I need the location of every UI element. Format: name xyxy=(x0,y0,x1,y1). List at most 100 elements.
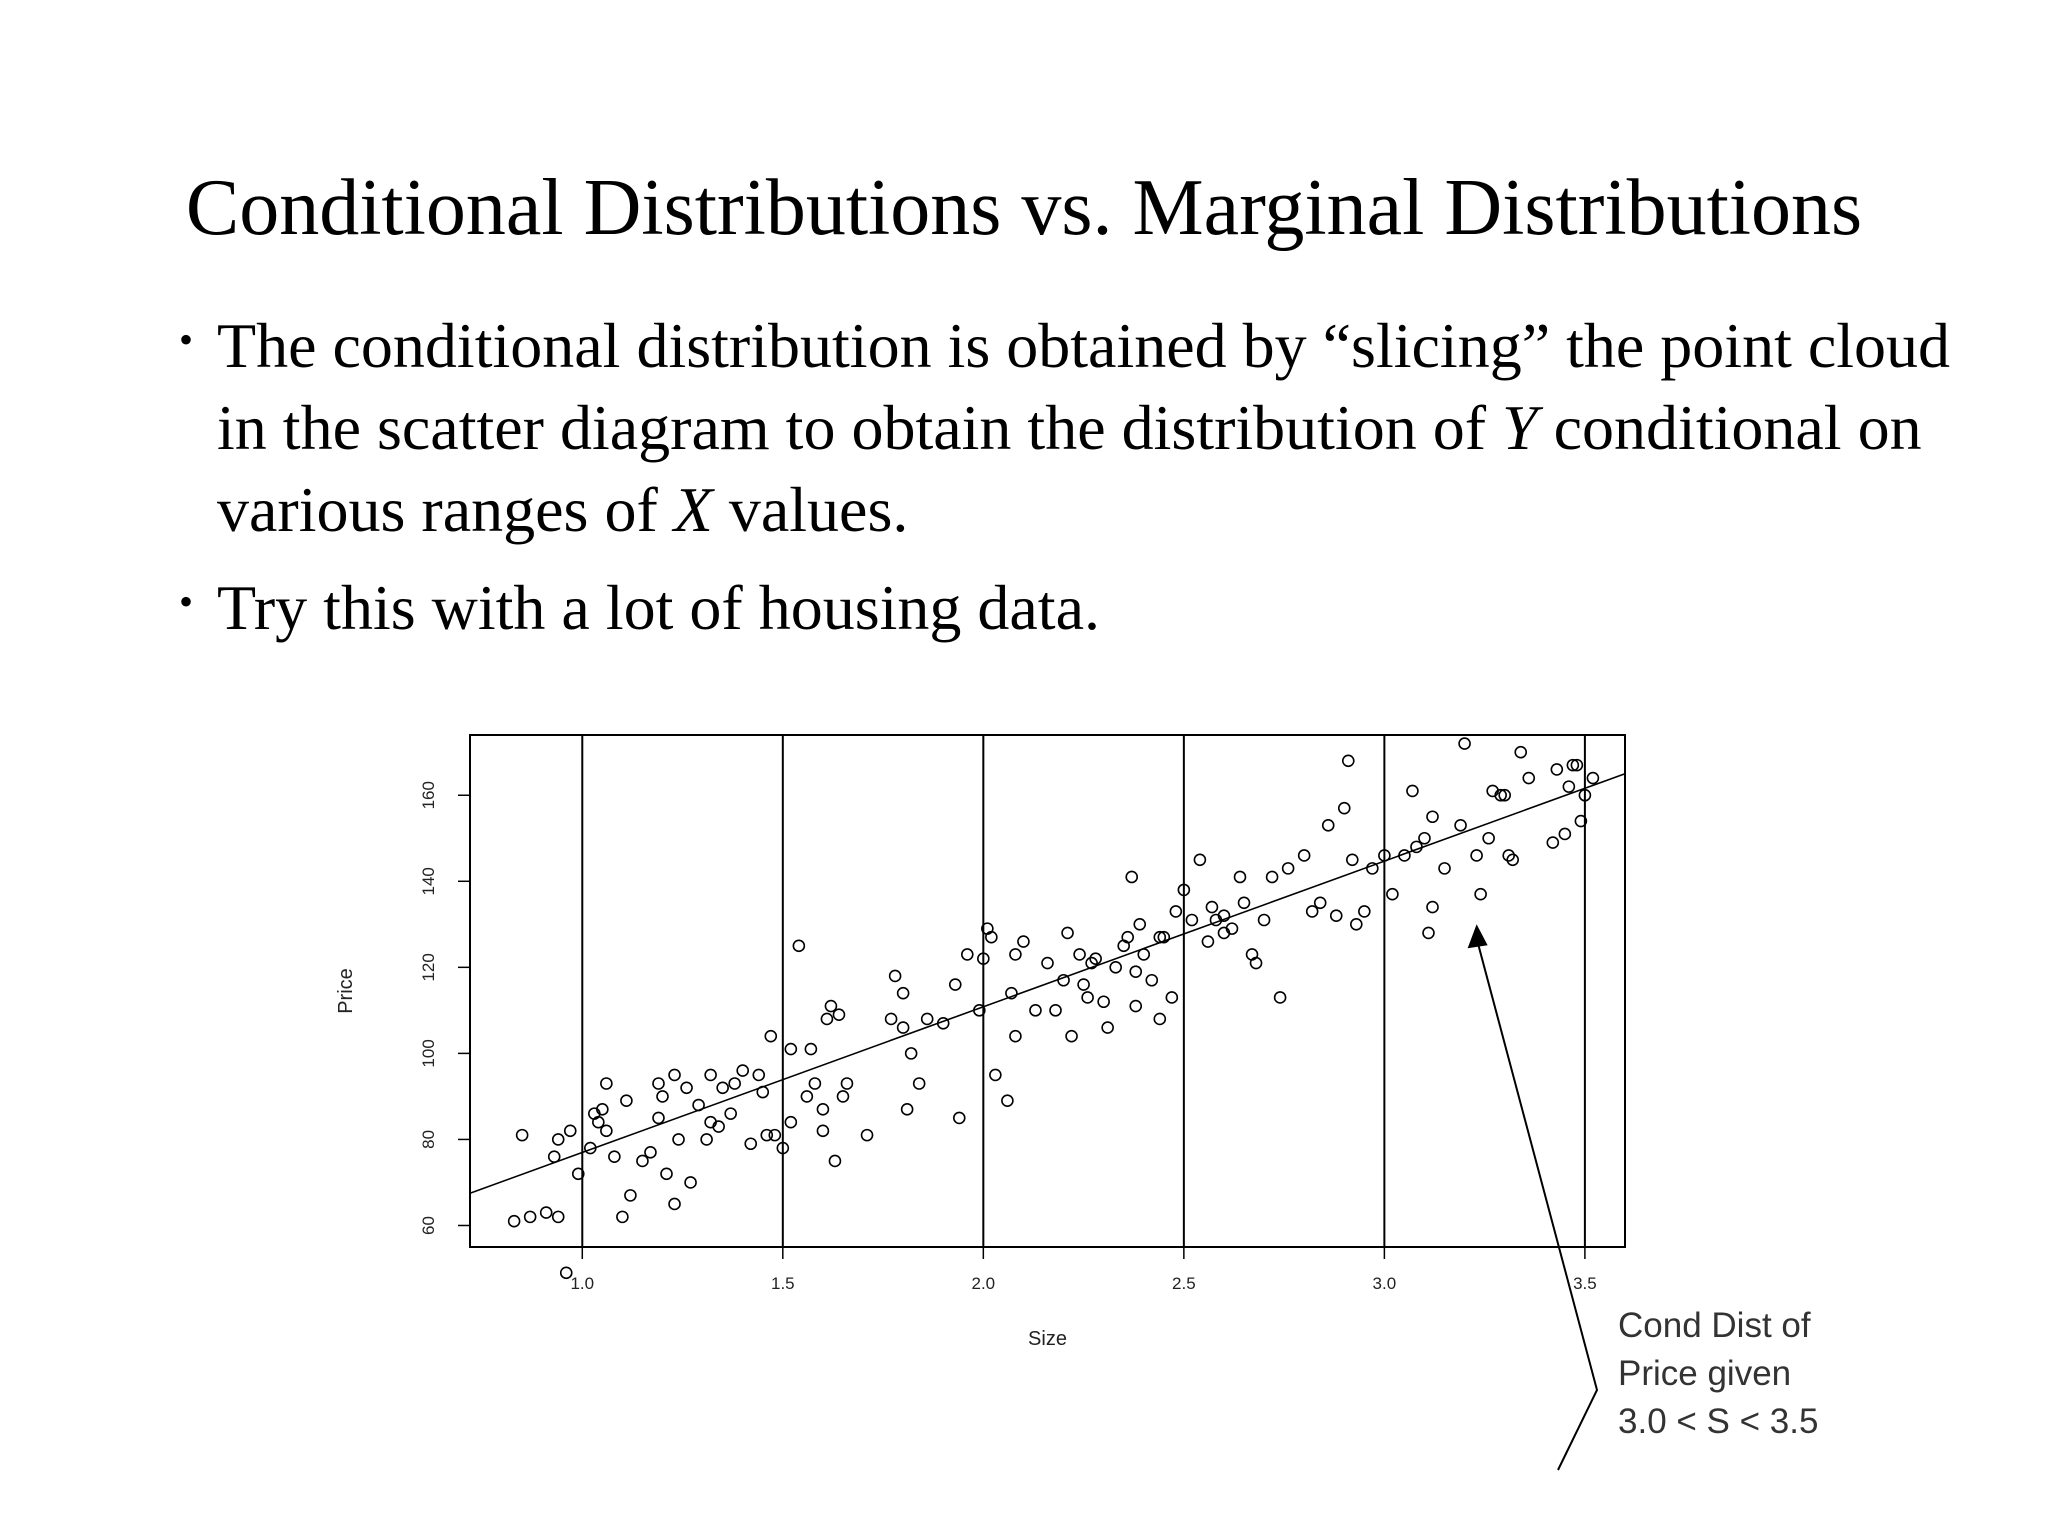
data-point xyxy=(1157,930,1171,944)
data-point xyxy=(784,1115,798,1129)
data-point xyxy=(1029,1004,1042,1017)
data-point xyxy=(896,986,910,1000)
data-point xyxy=(1454,819,1467,832)
data-point xyxy=(816,1103,830,1116)
data-point xyxy=(1201,935,1215,948)
slice-lines xyxy=(581,735,1586,1247)
data-point xyxy=(1121,930,1135,944)
data-point xyxy=(700,1133,713,1146)
regression-line xyxy=(469,772,1626,1194)
data-point xyxy=(1049,1004,1062,1017)
callout-line-3: 3.0 < S < 3.5 xyxy=(1618,1402,1819,1441)
data-point xyxy=(1498,788,1511,802)
data-point xyxy=(1249,956,1263,970)
x-tick-label: 1.5 xyxy=(771,1274,795,1293)
data-point xyxy=(860,1128,874,1142)
data-point xyxy=(1494,788,1507,802)
data-point xyxy=(1061,926,1074,940)
data-point xyxy=(523,1210,537,1224)
data-point xyxy=(624,1189,637,1202)
data-point xyxy=(1550,763,1564,776)
data-point xyxy=(600,1077,613,1090)
data-point xyxy=(704,1115,717,1129)
bullet-1-text-a: The conditional distribution is obtained… xyxy=(217,310,1951,463)
callout-arrow-line xyxy=(1475,938,1599,1471)
data-point xyxy=(1125,870,1139,884)
data-point xyxy=(1237,896,1251,910)
data-point xyxy=(744,1137,758,1151)
data-point xyxy=(1321,819,1335,832)
data-point xyxy=(1313,896,1327,910)
data-point xyxy=(948,978,962,991)
data-point xyxy=(1329,909,1343,923)
bullet-item-2: • Try this with a lot of housing data. xyxy=(175,567,1995,649)
data-point xyxy=(1009,948,1022,961)
data-point xyxy=(1009,1029,1022,1043)
data-point xyxy=(1077,978,1090,991)
data-point xyxy=(1185,913,1199,927)
callout-note: Cond Dist of Price given 3.0 < S < 3.5 xyxy=(1618,1302,1818,1446)
data-point xyxy=(1586,771,1600,785)
data-point xyxy=(792,939,806,953)
x-axis-title: Size xyxy=(1028,1328,1067,1350)
data-point xyxy=(704,1068,717,1082)
bullet-1-text-b: conditional on various ranges of xyxy=(217,392,1922,545)
data-point xyxy=(1502,849,1515,862)
data-point xyxy=(1570,758,1584,772)
data-point xyxy=(1514,745,1528,759)
data-point xyxy=(828,1154,842,1168)
data-point xyxy=(1522,771,1536,785)
data-point xyxy=(1358,905,1371,918)
y-tick-label: 160 xyxy=(419,781,438,809)
bullet-1-var-x: X xyxy=(673,474,713,545)
data-point xyxy=(804,1042,818,1056)
data-point xyxy=(1145,973,1159,987)
data-point xyxy=(1506,853,1520,867)
data-point xyxy=(1017,935,1030,948)
data-point xyxy=(884,1012,898,1026)
y-tick-label: 120 xyxy=(419,953,438,981)
data-point xyxy=(652,1077,665,1090)
data-point xyxy=(1129,999,1143,1013)
data-point xyxy=(608,1150,621,1163)
bullet-item-1: • The conditional distribution is obtain… xyxy=(175,305,1995,551)
data-point xyxy=(1133,918,1147,931)
data-point xyxy=(1422,926,1435,940)
data-point xyxy=(724,1107,737,1120)
data-point xyxy=(985,930,998,944)
bullet-2-text: Try this with a lot of housing data. xyxy=(217,572,1100,643)
data-point xyxy=(1001,1094,1014,1108)
data-point xyxy=(1225,922,1239,935)
x-tick-label: 3.5 xyxy=(1573,1274,1597,1293)
data-point xyxy=(1566,758,1580,772)
data-point xyxy=(1426,810,1439,824)
data-point xyxy=(1005,986,1018,1000)
data-point xyxy=(736,1064,750,1077)
data-point xyxy=(1345,853,1359,867)
data-point xyxy=(636,1154,649,1168)
bullet-1-text-c: values. xyxy=(712,474,909,545)
data-point xyxy=(896,1021,910,1034)
data-point xyxy=(563,1124,577,1138)
data-point xyxy=(600,1124,613,1138)
data-point xyxy=(1546,836,1560,849)
data-point xyxy=(1233,870,1247,884)
data-point xyxy=(1305,905,1319,918)
data-point xyxy=(1438,862,1451,875)
data-point xyxy=(1193,853,1207,867)
data-point xyxy=(764,1029,778,1043)
data-point xyxy=(1081,991,1094,1004)
data-point xyxy=(816,1124,830,1138)
data-point xyxy=(912,1077,926,1090)
slide-title: Conditional Distributions vs. Marginal D… xyxy=(185,164,1863,252)
data-point xyxy=(616,1210,629,1224)
data-point xyxy=(1109,961,1122,974)
data-point xyxy=(1341,754,1355,768)
data-point xyxy=(559,1266,573,1280)
data-point xyxy=(672,1133,685,1146)
x-tick-label: 2.5 xyxy=(1172,1274,1196,1293)
data-point xyxy=(1474,887,1487,901)
data-point xyxy=(1257,913,1271,927)
data-point xyxy=(1406,784,1419,798)
